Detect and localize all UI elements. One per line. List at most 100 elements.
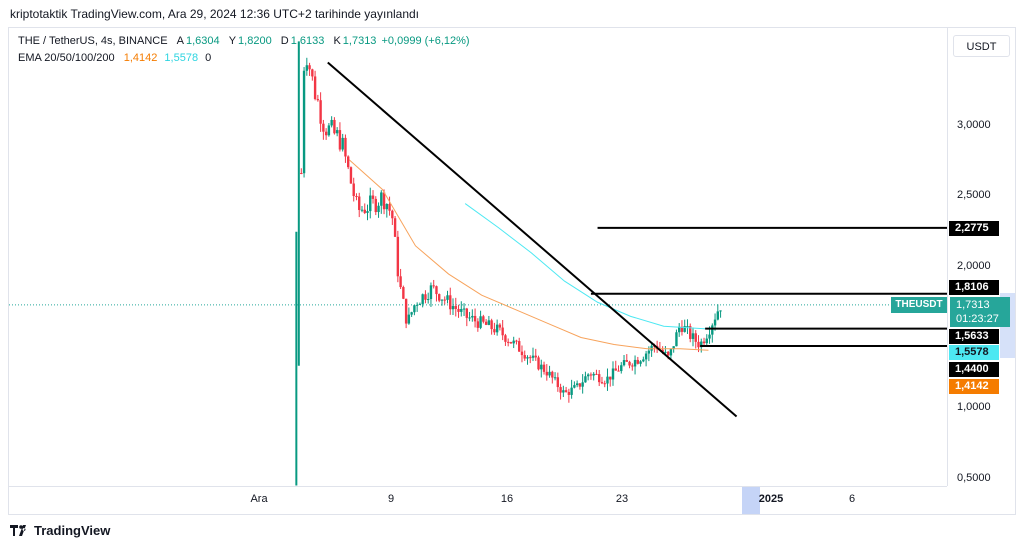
candle-body bbox=[705, 338, 708, 344]
ema-cyan-line bbox=[464, 203, 709, 330]
legend-change: +0,0999 (+6,12%) bbox=[381, 35, 470, 47]
ema-orange-line bbox=[348, 159, 709, 351]
legend-symbol: THE / TetherUS, 4s, BINANCE bbox=[18, 35, 168, 47]
candle-body bbox=[598, 374, 601, 383]
candle-body bbox=[415, 304, 419, 306]
candle-body bbox=[713, 319, 717, 326]
tradingview-logo-icon bbox=[10, 525, 26, 536]
candle-body bbox=[319, 100, 322, 124]
candle-body bbox=[440, 299, 444, 301]
candle-body bbox=[388, 203, 391, 211]
candle-body bbox=[551, 371, 554, 378]
candle-body bbox=[382, 192, 386, 210]
candle-body bbox=[545, 371, 548, 376]
candle-body bbox=[584, 376, 587, 383]
candle-body bbox=[556, 377, 560, 388]
legend-low: 1,6133 bbox=[290, 35, 325, 47]
candle-body bbox=[570, 387, 573, 395]
candle-body bbox=[589, 374, 593, 376]
candle-body bbox=[330, 119, 333, 126]
candle-body bbox=[708, 334, 711, 339]
candle-body bbox=[308, 65, 311, 70]
candle-body bbox=[366, 211, 369, 213]
price-chart[interactable] bbox=[9, 28, 947, 486]
candle-body bbox=[385, 203, 389, 210]
candle-body bbox=[567, 391, 571, 395]
descending-trendline bbox=[327, 61, 738, 418]
currency-button[interactable]: USDT bbox=[953, 35, 1010, 57]
candle-body bbox=[694, 333, 697, 342]
candle-body bbox=[620, 365, 623, 372]
ema-value-orange: 1,4142 bbox=[123, 52, 158, 64]
candle-body bbox=[523, 355, 526, 359]
tradingview-footer[interactable]: TradingView bbox=[10, 523, 110, 538]
candle-body bbox=[465, 308, 469, 318]
candle-body bbox=[581, 382, 584, 387]
candle-body bbox=[636, 359, 640, 364]
candle-body bbox=[553, 377, 557, 379]
time-tick: Ara bbox=[250, 493, 268, 505]
candle-body bbox=[324, 131, 328, 136]
candle-body bbox=[407, 314, 411, 324]
candle-body bbox=[677, 326, 681, 333]
level-label-2-2775: 2,2775 bbox=[949, 221, 999, 236]
candle-body bbox=[424, 294, 427, 300]
candle-body bbox=[426, 299, 430, 301]
candle-body bbox=[338, 130, 342, 150]
candle-body bbox=[669, 348, 673, 356]
candle-body bbox=[603, 383, 606, 385]
candle-body bbox=[352, 183, 355, 197]
ema-cyan-label: 1,5578 bbox=[949, 345, 999, 360]
ema-legend[interactable]: EMA 20/50/100/200 1,4142 1,5578 0 bbox=[18, 52, 211, 64]
candle-body bbox=[344, 137, 347, 157]
candle-body bbox=[482, 316, 485, 322]
plot-area[interactable] bbox=[9, 28, 947, 486]
candle-body bbox=[515, 340, 518, 342]
candle-body bbox=[399, 276, 402, 288]
candle-body bbox=[302, 70, 306, 174]
candle-body bbox=[520, 351, 524, 356]
candle-body bbox=[418, 303, 422, 305]
candle-body bbox=[559, 387, 562, 393]
candle-body bbox=[355, 196, 358, 198]
legend-close-key: K bbox=[333, 35, 341, 47]
candle-body bbox=[595, 373, 598, 375]
candle-body bbox=[396, 236, 400, 277]
candle-body bbox=[675, 332, 678, 347]
candle-body bbox=[327, 125, 331, 136]
price-tick: 3,0000 bbox=[957, 119, 991, 131]
candle-body bbox=[548, 371, 551, 376]
candle-body bbox=[358, 196, 361, 210]
publish-caption: kriptotaktik TradingView.com, Ara 29, 20… bbox=[10, 7, 420, 21]
candle-body bbox=[501, 327, 504, 336]
candle-body bbox=[432, 285, 435, 287]
candle-body bbox=[719, 310, 722, 312]
candle-body bbox=[600, 382, 604, 384]
candle-body bbox=[575, 383, 579, 386]
candle-body bbox=[661, 349, 664, 353]
candle-body bbox=[702, 341, 706, 344]
candle-body bbox=[647, 350, 651, 354]
candle-body bbox=[606, 376, 609, 384]
legend-open-key: A bbox=[176, 35, 184, 47]
candle-body bbox=[509, 342, 513, 344]
candle-body bbox=[451, 306, 455, 310]
candle-body bbox=[614, 368, 617, 371]
time-axis[interactable] bbox=[9, 486, 947, 515]
candle-body bbox=[468, 317, 471, 319]
time-tick: 9 bbox=[387, 493, 395, 505]
candle-body bbox=[540, 364, 543, 370]
candle-body bbox=[311, 69, 314, 77]
candle-body bbox=[316, 99, 320, 101]
candle-body bbox=[518, 341, 521, 352]
candle-body bbox=[333, 119, 336, 134]
candle-body bbox=[586, 374, 590, 377]
symbol-tag: THEUSDT bbox=[891, 297, 947, 313]
candle-body bbox=[341, 137, 344, 150]
candle-body bbox=[644, 353, 648, 360]
last-price-value: 1,7313 bbox=[956, 299, 990, 311]
candle-body bbox=[360, 209, 364, 211]
candle-body bbox=[457, 308, 460, 312]
price-axis[interactable] bbox=[947, 28, 1016, 486]
candle-body bbox=[476, 321, 480, 328]
